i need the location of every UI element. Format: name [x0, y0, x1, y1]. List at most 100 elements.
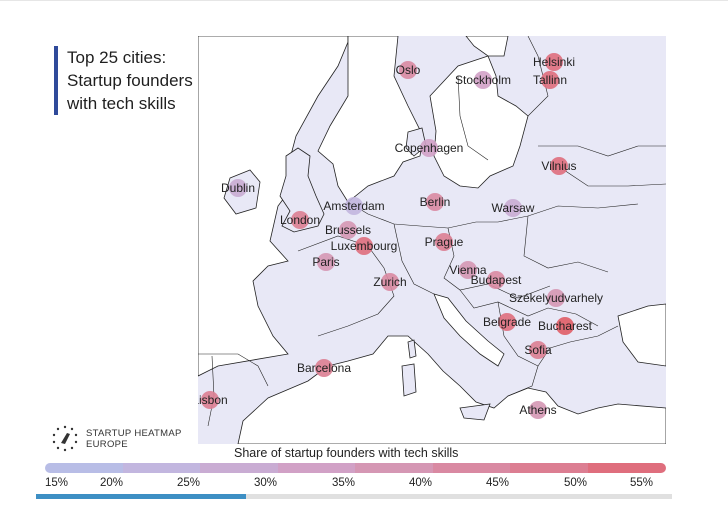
atlantic-ocean — [198, 36, 349, 377]
city-label: Belgrade — [483, 315, 531, 329]
city-label: Székelyudvarhely — [509, 291, 603, 305]
city-dot[interactable] — [345, 197, 363, 215]
legend-tick-label: 30% — [254, 477, 278, 489]
city-marker[interactable]: Vienna — [449, 261, 487, 279]
legend-segment — [200, 463, 279, 473]
city-label: Prague — [425, 235, 464, 249]
city-dot[interactable] — [315, 359, 333, 377]
city-dot[interactable] — [420, 139, 438, 157]
legend-tick-label: 45% — [486, 477, 510, 489]
city-dot[interactable] — [487, 271, 505, 289]
city-dot[interactable] — [317, 253, 335, 271]
city-dot[interactable] — [545, 53, 563, 71]
city-label: Helsinki — [533, 55, 575, 69]
city-dot[interactable] — [529, 341, 547, 359]
brand-logo: STARTUP HEATMAP EUROPE — [50, 424, 210, 452]
legend-tick-label: 15% — [45, 477, 69, 489]
city-marker[interactable]: Lisbon — [198, 391, 228, 409]
city-marker[interactable]: Bucharest — [538, 317, 593, 335]
city-marker[interactable]: Budapest — [471, 271, 522, 289]
city-dot[interactable] — [291, 211, 309, 229]
europe-map[interactable]: Oslo Stockholm Helsinki Tallinn Copenhagen Vi… — [198, 36, 666, 444]
city-marker[interactable]: Barcelona — [297, 359, 351, 377]
city-dot[interactable] — [541, 71, 559, 89]
city-label: Dublin — [221, 181, 255, 195]
legend-tick-label: 25% — [177, 477, 201, 489]
brand-name-line-1: STARTUP HEATMAP — [86, 428, 182, 439]
city-label: Brussels — [325, 223, 371, 237]
city-label: Zurich — [373, 275, 406, 289]
city-dot[interactable] — [556, 317, 574, 335]
city-marker[interactable]: Warsaw — [492, 199, 535, 217]
north-sea — [317, 36, 424, 203]
city-label: Budapest — [471, 273, 522, 287]
city-dot[interactable] — [459, 261, 477, 279]
adriatic-sea — [433, 293, 505, 367]
city-marker[interactable]: Brussels — [325, 221, 371, 239]
city-dot[interactable] — [399, 61, 417, 79]
legend-title: Share of startup founders with tech skil… — [234, 446, 459, 460]
city-label: Copenhagen — [395, 141, 464, 155]
city-label: Bucharest — [538, 319, 593, 333]
legend-tick-label: 20% — [100, 477, 124, 489]
city-marker[interactable]: Stockholm — [455, 71, 511, 89]
legend-segment — [587, 463, 666, 473]
city-label: Paris — [312, 255, 339, 269]
title-line-3: with tech skills — [67, 94, 176, 113]
city-label: Vilnius — [541, 159, 576, 173]
title-line-1: Top 25 cities: — [67, 48, 167, 67]
rocket-stars-icon — [52, 425, 78, 452]
city-dot[interactable] — [355, 237, 373, 255]
city-dot[interactable] — [435, 233, 453, 251]
city-dot[interactable] — [474, 71, 492, 89]
city-marker[interactable]: Székelyudvarhely — [509, 289, 603, 307]
progress-fill — [36, 494, 246, 499]
city-marker[interactable]: Vilnius — [541, 157, 577, 175]
corsica — [407, 339, 417, 359]
city-label: Lisbon — [198, 393, 228, 407]
city-dot[interactable] — [504, 199, 522, 217]
map-canvas: Oslo Stockholm Helsinki Tallinn Copenhagen Vi… — [198, 36, 666, 444]
city-dot[interactable] — [529, 401, 547, 419]
city-marker[interactable]: London — [280, 211, 320, 229]
city-marker[interactable]: Oslo — [396, 61, 421, 79]
city-label: London — [280, 213, 320, 227]
city-marker[interactable]: Sofia — [524, 341, 552, 359]
city-dot[interactable] — [547, 289, 565, 307]
legend-tick-label: 35% — [332, 477, 356, 489]
baltic-sea — [429, 55, 529, 189]
legend-segment — [122, 463, 201, 473]
city-marker[interactable]: Belgrade — [483, 313, 531, 331]
city-dot[interactable] — [381, 273, 399, 291]
city-dot[interactable] — [550, 157, 568, 175]
city-marker[interactable]: Berlin — [420, 193, 451, 211]
black-sea — [617, 303, 666, 367]
map-title: Top 25 cities: Startup founders with tec… — [54, 46, 193, 115]
city-marker[interactable]: Copenhagen — [395, 139, 464, 157]
city-marker[interactable]: Athens — [519, 401, 557, 419]
city-label: Stockholm — [455, 73, 511, 87]
city-dot[interactable] — [426, 193, 444, 211]
city-dot[interactable] — [201, 391, 219, 409]
city-dot[interactable] — [339, 221, 357, 239]
city-marker[interactable]: Amsterdam — [323, 197, 385, 215]
country-borders — [198, 36, 666, 427]
city-dot[interactable] — [498, 313, 516, 331]
city-marker[interactable]: Dublin — [221, 179, 255, 197]
city-label: Berlin — [420, 195, 451, 209]
legend-tick-label: 55% — [630, 477, 654, 489]
legend-segment — [45, 463, 124, 473]
sicily — [459, 403, 491, 421]
city-marker[interactable]: Zurich — [373, 273, 407, 291]
legend-tick-label: 40% — [409, 477, 433, 489]
brand-name-line-2: EUROPE — [86, 439, 128, 450]
city-marker[interactable]: Prague — [425, 233, 464, 251]
city-label: Vienna — [449, 263, 486, 277]
city-dot[interactable] — [229, 179, 247, 197]
city-marker[interactable]: Tallinn — [533, 71, 567, 89]
city-marker[interactable]: Paris — [312, 253, 340, 271]
city-marker[interactable]: Luxembourg — [331, 237, 398, 255]
gulf-of-bothnia — [465, 36, 509, 57]
legend-segment — [510, 463, 589, 473]
city-marker[interactable]: Helsinki — [533, 53, 575, 71]
